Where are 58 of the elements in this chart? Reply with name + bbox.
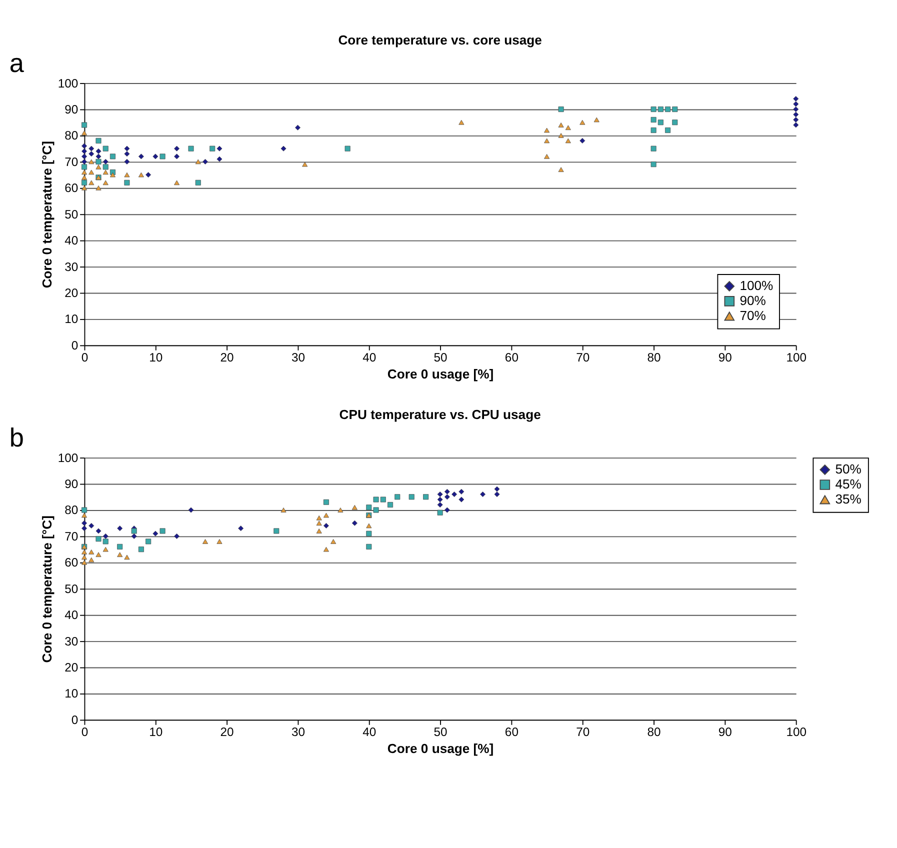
legend-label: 90% bbox=[740, 292, 766, 308]
y-tick-label: 0 bbox=[71, 338, 78, 352]
y-tick-label: 0 bbox=[71, 712, 78, 727]
y-tick-label: 80 bbox=[64, 503, 78, 518]
legend-label: 70% bbox=[740, 308, 766, 323]
legend-label: 45% bbox=[835, 476, 862, 492]
y-tick-label: 20 bbox=[64, 660, 78, 675]
y-tick-label: 50 bbox=[64, 207, 78, 222]
x-tick-label: 50 bbox=[434, 350, 448, 365]
x-tick-label: 60 bbox=[504, 350, 519, 365]
y-tick-label: 10 bbox=[64, 686, 78, 701]
y-axis-title: Core 0 temperature [°C] bbox=[39, 141, 54, 288]
y-tick-label: 90 bbox=[64, 477, 78, 492]
x-tick-label: 100 bbox=[786, 350, 807, 365]
legend-label: 100% bbox=[740, 278, 774, 293]
y-tick-label: 40 bbox=[64, 608, 78, 622]
y-tick-label: 30 bbox=[64, 260, 78, 274]
x-tick-label: 10 bbox=[149, 350, 163, 365]
x-tick-label: 0 bbox=[81, 725, 88, 740]
chart-title: CPU temperature vs. CPU usage bbox=[339, 407, 541, 422]
y-tick-label: 10 bbox=[64, 312, 78, 326]
text: b bbox=[9, 422, 24, 452]
text: a bbox=[9, 48, 24, 78]
x-tick-label: 50 bbox=[434, 725, 448, 740]
x-tick-label: 100 bbox=[786, 725, 807, 740]
x-tick-label: 30 bbox=[291, 725, 306, 740]
y-tick-label: 80 bbox=[64, 128, 78, 143]
legend-label: 50% bbox=[835, 461, 862, 476]
x-tick-label: 80 bbox=[647, 350, 662, 365]
y-tick-label: 50 bbox=[64, 582, 78, 596]
x-tick-label: 20 bbox=[220, 350, 234, 365]
x-tick-label: 40 bbox=[362, 350, 376, 365]
y-axis-title: Core 0 temperature [°C] bbox=[39, 516, 54, 663]
y-tick-label: 60 bbox=[64, 181, 78, 196]
y-tick-label: 100 bbox=[58, 450, 78, 465]
legend-label: 35% bbox=[835, 491, 862, 506]
y-tick-label: 40 bbox=[64, 234, 78, 248]
x-tick-label: 20 bbox=[220, 725, 234, 740]
x-tick-label: 60 bbox=[504, 725, 519, 740]
x-tick-label: 0 bbox=[81, 350, 88, 365]
x-tick-label: 90 bbox=[718, 725, 732, 740]
x-axis-title: Core 0 usage [%] bbox=[387, 366, 494, 382]
x-tick-label: 10 bbox=[149, 725, 163, 740]
y-tick-label: 60 bbox=[64, 556, 78, 570]
y-tick-label: 70 bbox=[64, 529, 78, 544]
y-tick-label: 70 bbox=[64, 154, 78, 169]
y-tick-label: 30 bbox=[64, 634, 78, 648]
x-tick-label: 70 bbox=[576, 725, 590, 740]
x-tick-label: 90 bbox=[718, 350, 732, 365]
y-tick-label: 20 bbox=[64, 286, 78, 300]
x-tick-label: 40 bbox=[362, 725, 376, 740]
x-tick-label: 30 bbox=[291, 350, 306, 365]
x-axis-title: Core 0 usage [%] bbox=[387, 740, 494, 756]
chart-title: Core temperature vs. core usage bbox=[338, 32, 542, 48]
y-tick-label: 100 bbox=[58, 76, 78, 90]
y-tick-label: 90 bbox=[64, 102, 78, 116]
x-tick-label: 80 bbox=[647, 725, 662, 740]
x-tick-label: 70 bbox=[576, 350, 590, 365]
